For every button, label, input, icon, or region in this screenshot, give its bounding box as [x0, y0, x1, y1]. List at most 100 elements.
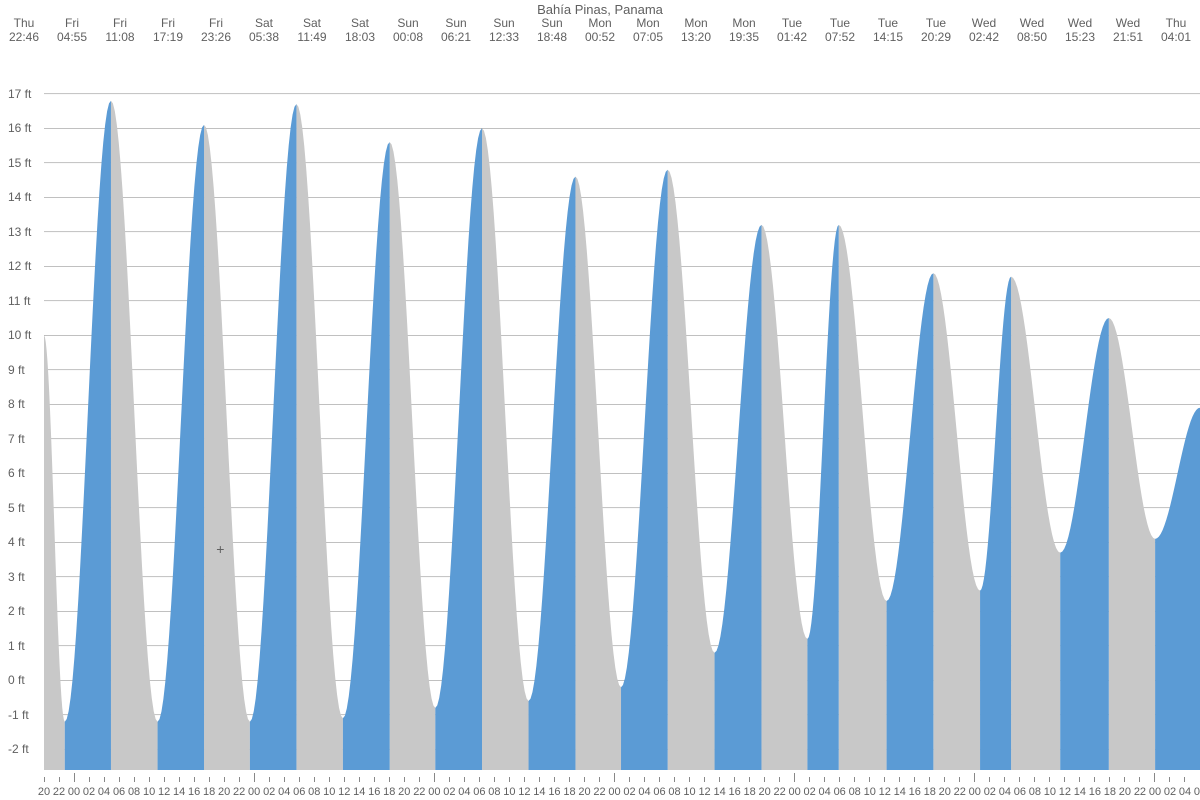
x-tick: [464, 777, 465, 782]
x-tick-label: 08: [488, 786, 500, 798]
x-tick-label: 22: [233, 786, 245, 798]
x-tick-label: 12: [879, 786, 891, 798]
x-tick: [614, 773, 615, 782]
x-tick-label: 00: [428, 786, 440, 798]
x-tick-label: 12: [338, 786, 350, 798]
header-tick: Fri11:08: [105, 16, 134, 44]
x-tick-label: 08: [128, 786, 140, 798]
x-tick-label: 22: [774, 786, 786, 798]
x-tick-label: 04: [999, 786, 1011, 798]
x-tick-label: 16: [728, 786, 740, 798]
x-tick-label: 06: [653, 786, 665, 798]
header-tick: Wed15:23: [1065, 16, 1095, 44]
header-tick: Wed08:50: [1017, 16, 1047, 44]
x-tick-label: 06: [293, 786, 305, 798]
x-tick: [329, 777, 330, 782]
x-tick: [1124, 777, 1125, 782]
x-tick: [629, 777, 630, 782]
x-tick: [314, 777, 315, 782]
x-tick-label: 08: [668, 786, 680, 798]
x-tick: [554, 777, 555, 782]
x-tick: [509, 777, 510, 782]
x-tick: [1034, 777, 1035, 782]
x-tick-label: 14: [713, 786, 725, 798]
x-tick-label: 10: [864, 786, 876, 798]
x-tick: [119, 777, 120, 782]
x-tick-label: 14: [894, 786, 906, 798]
x-tick-label: 20: [939, 786, 951, 798]
x-tick: [749, 777, 750, 782]
x-tick: [104, 777, 105, 782]
x-tick-label: 08: [849, 786, 861, 798]
x-tick-label: 00: [1149, 786, 1161, 798]
x-tick: [149, 777, 150, 782]
x-tick-label: 20: [578, 786, 590, 798]
chart-canvas: [0, 0, 1200, 800]
x-tick: [74, 773, 75, 782]
x-tick: [479, 777, 480, 782]
x-tick: [134, 777, 135, 782]
x-tick-label: 04: [458, 786, 470, 798]
x-tick-label: 18: [924, 786, 936, 798]
x-tick: [389, 777, 390, 782]
header-tick: Sat05:38: [249, 16, 279, 44]
x-tick-label: 02: [623, 786, 635, 798]
x-tick: [584, 777, 585, 782]
x-tick-label: 10: [683, 786, 695, 798]
header-tick: Tue20:29: [921, 16, 951, 44]
x-tick: [284, 777, 285, 782]
x-tick-label: 02: [263, 786, 275, 798]
x-tick: [524, 777, 525, 782]
x-tick-label: 22: [593, 786, 605, 798]
x-tick-label: 00: [248, 786, 260, 798]
x-tick-label: 02: [984, 786, 996, 798]
x-tick-label: 06: [1014, 786, 1026, 798]
x-tick-label: 06: [113, 786, 125, 798]
x-tick-label: 14: [533, 786, 545, 798]
header-tick: Fri17:19: [153, 16, 183, 44]
x-tick: [1109, 777, 1110, 782]
x-tick-label: 16: [188, 786, 200, 798]
chart-title: Bahía Pinas, Panama: [0, 2, 1200, 17]
y-tick-label: -1 ft: [8, 708, 29, 722]
x-tick-label: 04: [819, 786, 831, 798]
x-tick: [794, 773, 795, 782]
y-tick-label: 12 ft: [8, 259, 31, 273]
x-tick-label: 04: [638, 786, 650, 798]
x-tick: [449, 777, 450, 782]
x-tick-label: 00: [969, 786, 981, 798]
x-tick-label: 22: [954, 786, 966, 798]
x-tick-label: 18: [203, 786, 215, 798]
x-tick: [194, 777, 195, 782]
y-tick-label: -2 ft: [8, 742, 29, 756]
x-tick-label: 06: [473, 786, 485, 798]
header-tick: Mon00:52: [585, 16, 615, 44]
x-tick: [1169, 777, 1170, 782]
x-tick-label: 06: [1194, 786, 1200, 798]
header-tick: Tue01:42: [777, 16, 807, 44]
x-tick: [404, 777, 405, 782]
x-tick-label: 04: [278, 786, 290, 798]
x-tick: [1079, 777, 1080, 782]
x-tick: [854, 777, 855, 782]
y-tick-label: 5 ft: [8, 501, 25, 515]
x-tick-label: 14: [353, 786, 365, 798]
x-tick: [809, 777, 810, 782]
x-tick-label: 18: [563, 786, 575, 798]
x-tick: [164, 777, 165, 782]
header-tick: Mon07:05: [633, 16, 663, 44]
x-tick-label: 10: [1044, 786, 1056, 798]
x-tick-label: 20: [1119, 786, 1131, 798]
x-tick-label: 18: [743, 786, 755, 798]
x-tick: [179, 777, 180, 782]
x-tick-label: 02: [443, 786, 455, 798]
y-tick-label: 14 ft: [8, 190, 31, 204]
x-tick-label: 16: [909, 786, 921, 798]
x-tick-label: 12: [1059, 786, 1071, 798]
x-tick: [89, 777, 90, 782]
header-tick: Wed21:51: [1113, 16, 1143, 44]
y-tick-label: 1 ft: [8, 639, 25, 653]
x-tick: [914, 777, 915, 782]
x-tick: [569, 777, 570, 782]
header-tick: Sun06:21: [441, 16, 471, 44]
